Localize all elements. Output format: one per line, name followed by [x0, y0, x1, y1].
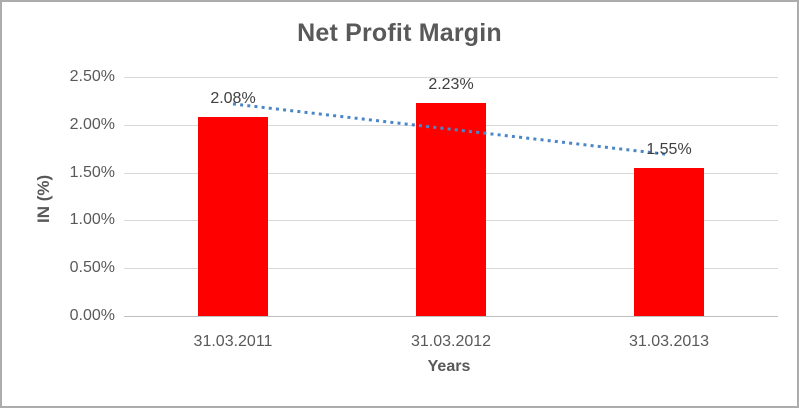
y-tick-label: 0.50% — [69, 259, 115, 276]
bar — [198, 117, 268, 316]
x-category-label: 31.03.2013 — [628, 333, 710, 350]
bar-data-label: 2.08% — [210, 90, 256, 108]
x-axis-line — [124, 316, 778, 317]
bar — [634, 167, 704, 316]
y-tick-label: 2.00% — [69, 116, 115, 133]
chart-title: Net Profit Margin — [297, 19, 502, 47]
bar — [416, 102, 486, 316]
y-tick-label: 2.50% — [69, 68, 115, 85]
y-tick-label: 1.00% — [69, 211, 115, 228]
y-tick-label: 1.50% — [69, 164, 115, 181]
x-category-label: 31.03.2011 — [193, 333, 273, 350]
x-category-label: 31.03.2012 — [410, 333, 492, 350]
x-axis-title: Years — [427, 358, 471, 375]
bar-data-label: 2.23% — [428, 75, 474, 93]
bar-data-label: 1.55% — [646, 140, 692, 158]
gridline — [124, 77, 778, 78]
y-tick-label: 0.00% — [69, 307, 115, 324]
